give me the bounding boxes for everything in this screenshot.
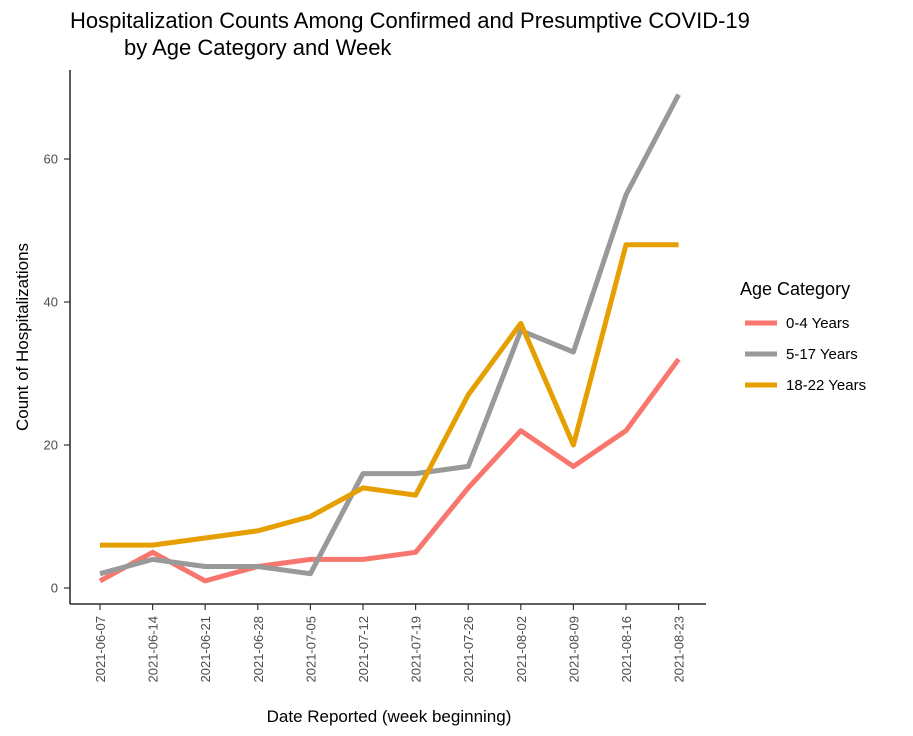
x-tick-label: 2021-06-07 — [93, 616, 108, 683]
series-line-0-4-years — [98, 357, 681, 584]
y-tick-label: 60 — [44, 152, 58, 167]
legend: Age Category 0-4 Years 5-17 Years 18-22 Ye… — [740, 279, 866, 394]
x-axis-title: Date Reported (week beginning) — [267, 707, 512, 726]
legend-label: 18-22 Years — [786, 377, 866, 394]
x-tick-label: 2021-08-02 — [514, 616, 529, 683]
y-tick-label: 20 — [44, 438, 58, 453]
series-lines — [98, 93, 681, 584]
y-tick-label: 0 — [51, 581, 58, 596]
x-tick-label: 2021-06-28 — [251, 616, 266, 683]
x-tick-label: 2021-07-05 — [303, 616, 318, 683]
x-tick-label: 2021-08-23 — [672, 616, 687, 683]
x-tick-label: 2021-08-09 — [566, 616, 581, 683]
y-axis-title: Count of Hospitalizations — [13, 243, 32, 431]
legend-items: 0-4 Years 5-17 Years 18-22 Years — [745, 315, 866, 394]
chart-subtitle: by Age Category and Week — [124, 35, 392, 60]
series-line-5-17-years — [99, 93, 681, 577]
x-tick-label: 2021-07-12 — [356, 616, 371, 683]
y-axis-ticks: 0 20 40 60 — [44, 152, 70, 596]
legend-label: 5-17 Years — [786, 346, 858, 363]
x-tick-label: 2021-08-16 — [619, 616, 634, 683]
legend-title: Age Category — [740, 279, 850, 299]
x-tick-label: 2021-07-19 — [409, 616, 424, 683]
x-axis-ticks: 2021-06-07 2021-06-14 2021-06-21 2021-06-28… — [93, 604, 687, 683]
x-tick-label: 2021-06-21 — [198, 616, 213, 683]
legend-label: 0-4 Years — [786, 315, 849, 332]
series-line-18-22-years — [100, 242, 679, 548]
y-tick-label: 40 — [44, 295, 58, 310]
chart-title: Hospitalization Counts Among Confirmed a… — [70, 8, 750, 33]
x-tick-label: 2021-07-26 — [461, 616, 476, 683]
x-tick-label: 2021-06-14 — [146, 616, 161, 683]
